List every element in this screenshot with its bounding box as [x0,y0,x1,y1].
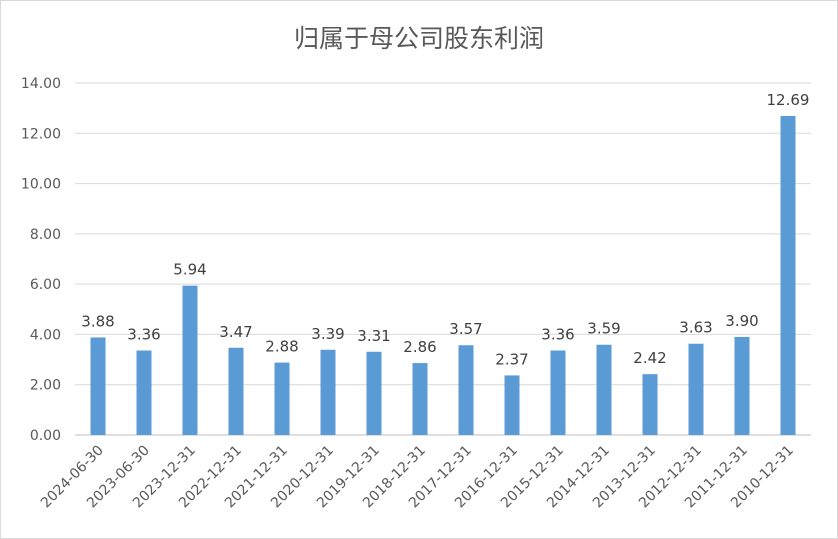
data-label: 3.59 [587,320,620,338]
bar [458,345,474,435]
bar [274,362,290,435]
bar [504,375,520,435]
data-label: 2.37 [495,350,528,368]
bar [228,347,244,435]
bar [596,344,612,435]
bar [734,336,750,435]
bar [182,285,198,435]
bar [320,349,336,435]
bar [780,115,796,436]
x-tick-labels: 2024-06-302023-06-302023-12-312022-12-31… [38,443,797,512]
data-label: 12.69 [767,91,810,109]
y-tick-label: 12.00 [21,126,61,142]
data-label: 3.88 [81,312,114,330]
y-tick-labels: 0.00 2.00 4.00 6.00 8.00 10.00 12.00 14.00 [21,76,61,444]
data-labels: 3.88 3.36 5.94 3.47 2.88 3.39 3.31 2.86 3.57 2.37… [81,91,809,368]
bar [90,337,106,435]
data-label: 3.90 [725,312,758,330]
data-label: 3.47 [219,323,252,341]
data-label: 2.42 [633,349,666,367]
gridlines [75,82,811,386]
data-label: 3.39 [311,325,344,343]
y-tick-label: 4.00 [30,327,61,343]
data-label: 2.86 [403,338,436,356]
data-label: 5.94 [173,261,206,279]
data-label: 3.57 [449,320,482,338]
y-tick-label: 6.00 [30,277,61,293]
data-label: 3.31 [357,327,390,345]
data-label: 3.63 [679,319,712,337]
bar [688,343,704,435]
y-tick-label: 2.00 [30,378,61,394]
bar [412,363,428,435]
chart-title: 归属于母公司股东利润 [293,24,544,53]
y-tick-label: 0.00 [30,428,61,444]
data-label: 3.36 [541,326,574,344]
data-label: 3.36 [127,326,160,344]
bar [136,350,152,435]
bar [550,350,566,435]
y-tick-label: 8.00 [30,227,61,243]
data-label: 2.88 [265,338,298,356]
bar [642,374,658,435]
bars [90,115,796,436]
bar [366,351,382,435]
y-tick-label: 10.00 [21,177,61,193]
y-tick-label: 14.00 [21,76,61,92]
